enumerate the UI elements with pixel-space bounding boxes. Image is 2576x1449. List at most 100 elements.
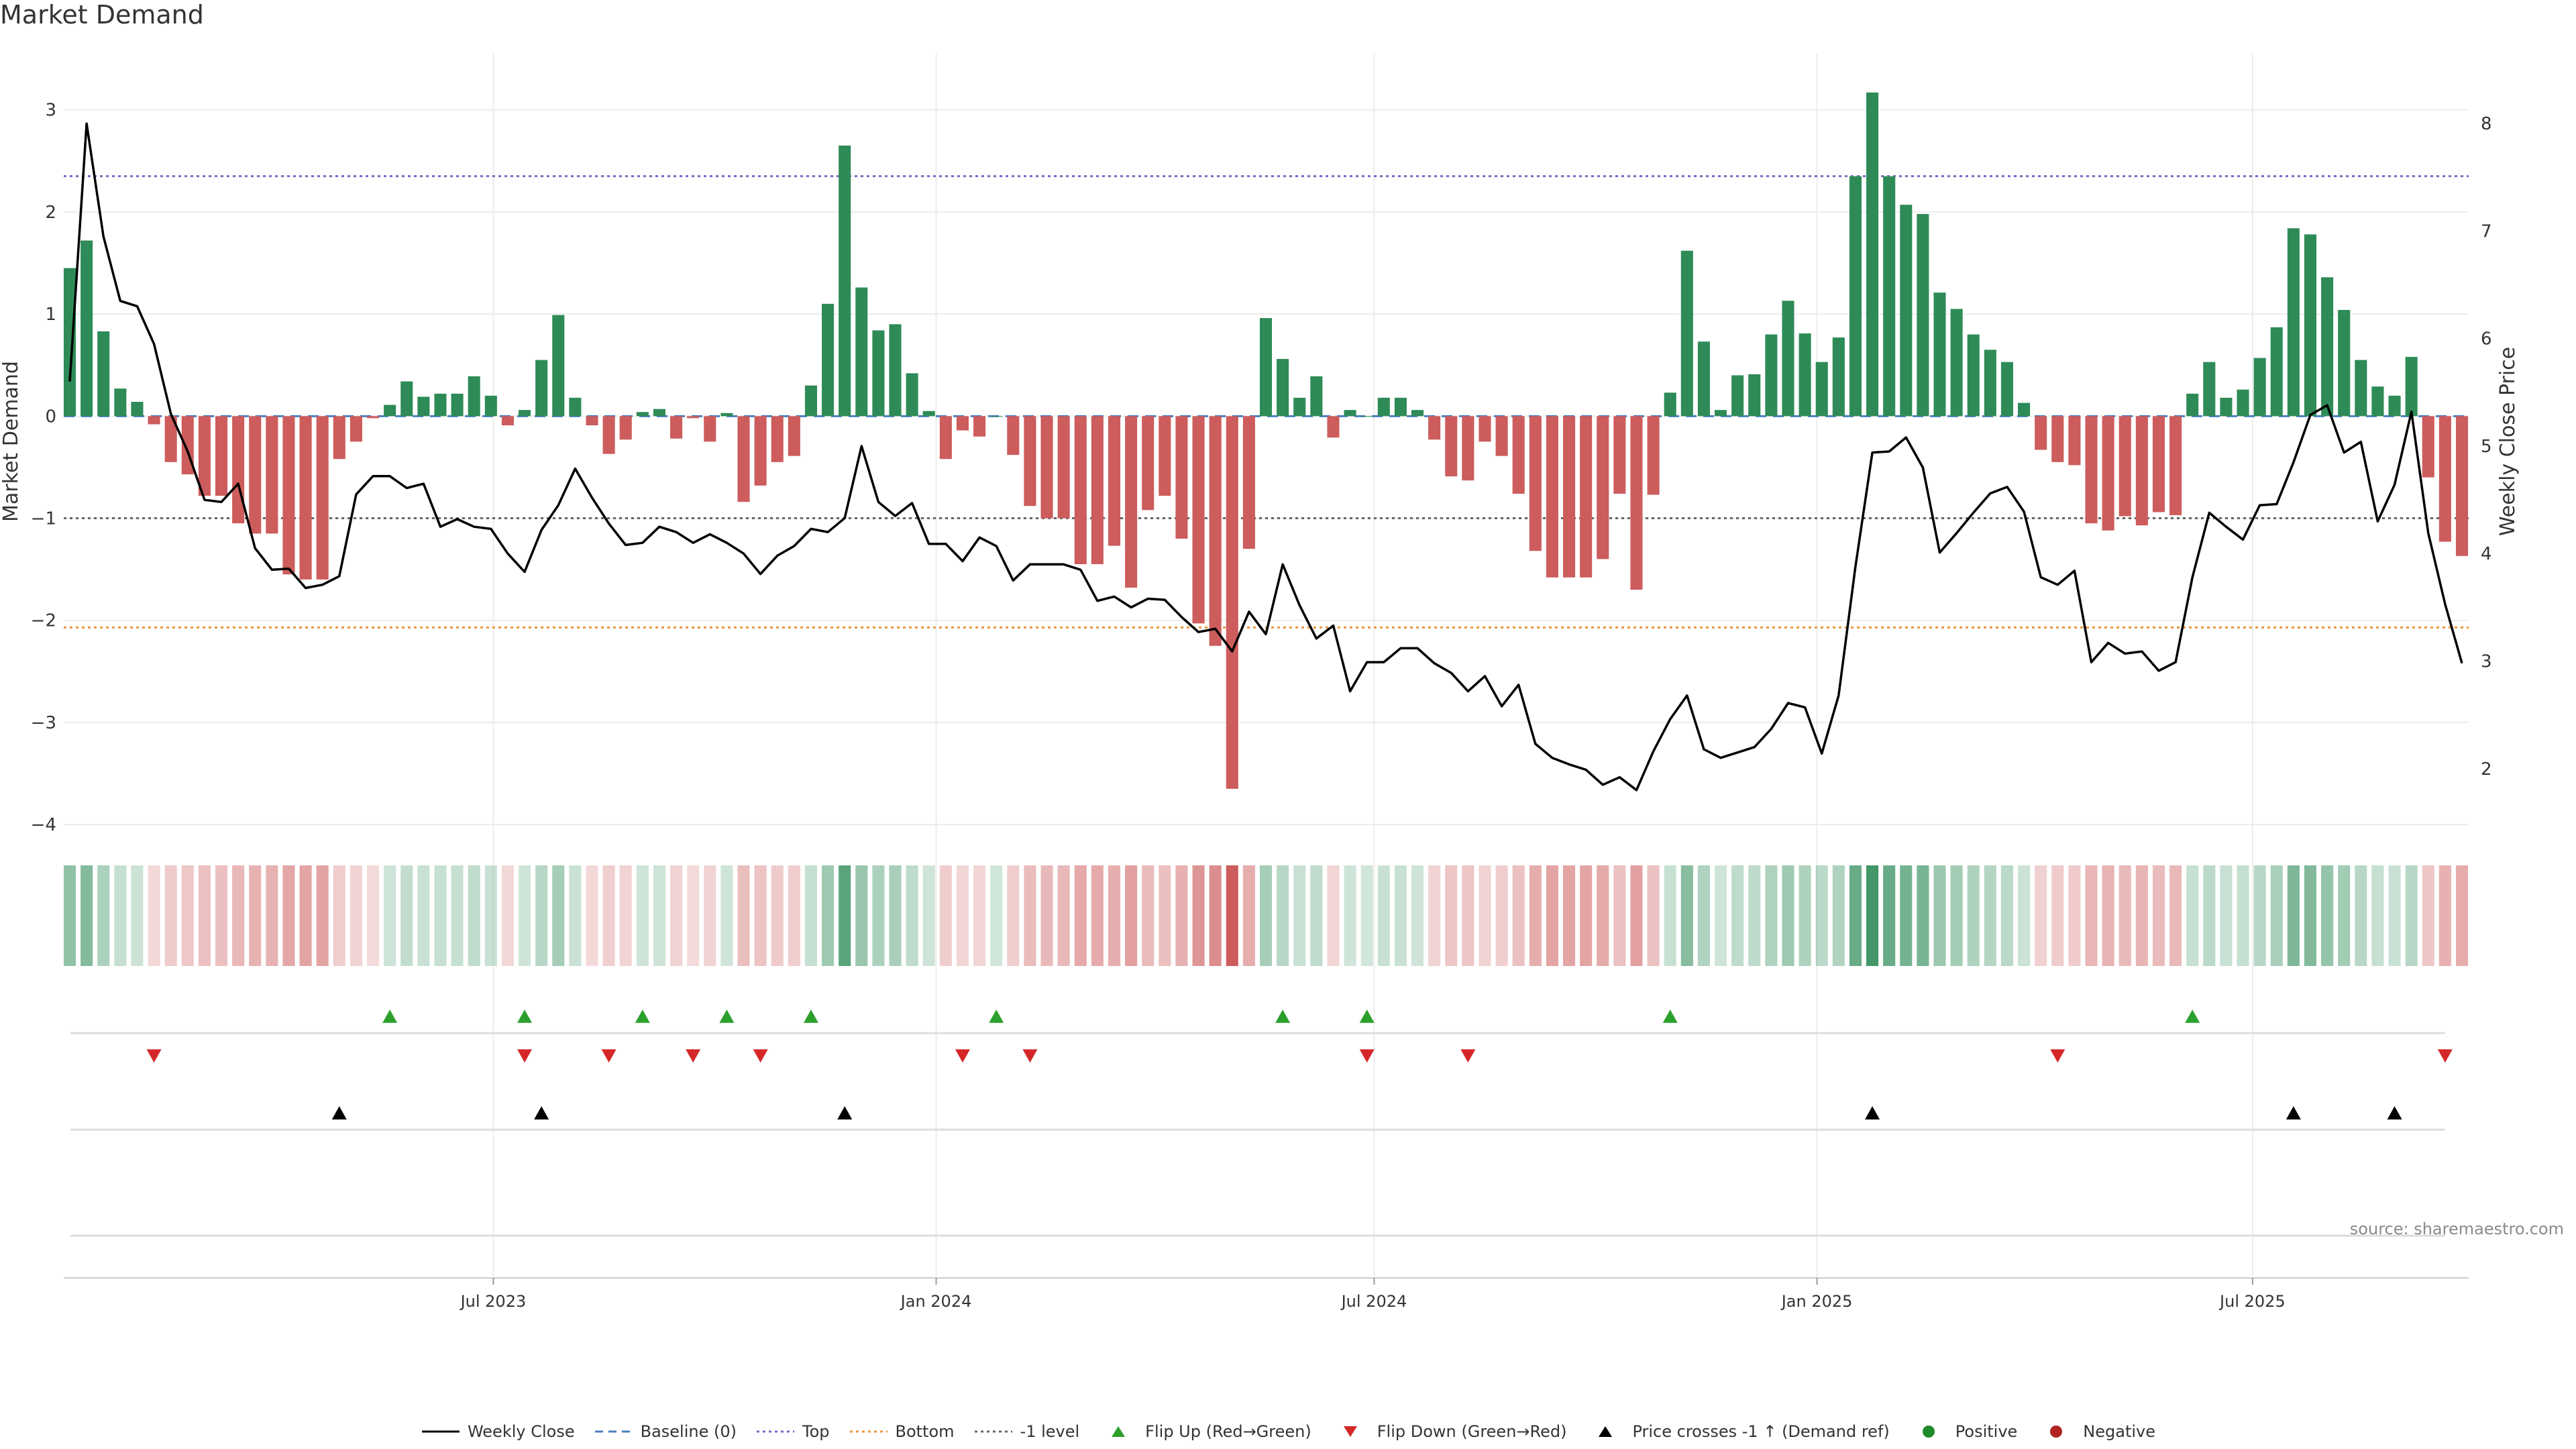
demand-bar — [80, 240, 93, 417]
heat-cell — [2051, 865, 2064, 966]
demand-bar — [1680, 250, 1693, 417]
heat-cell — [468, 865, 480, 966]
x-tick-label: Jul 2024 — [1340, 1292, 1407, 1311]
heat-cell — [602, 865, 615, 966]
demand-bar — [2304, 234, 2317, 417]
demand-bar — [1327, 416, 1340, 438]
right-tick-label: 2 — [2481, 759, 2492, 780]
demand-bar — [400, 381, 413, 417]
demand-bar — [2338, 310, 2351, 417]
heat-cell — [2000, 865, 2013, 966]
demand-bar — [232, 416, 245, 524]
demand-bar — [535, 360, 548, 417]
demand-bar — [1495, 416, 1508, 456]
heat-cell — [771, 865, 784, 966]
heat-cell — [1680, 865, 1693, 966]
demand-bar — [1562, 416, 1576, 578]
demand-bar — [1512, 416, 1525, 494]
heat-cell — [1748, 865, 1761, 966]
heat-cell — [636, 865, 649, 966]
demand-bar — [906, 373, 918, 417]
legend-marker — [757, 1430, 794, 1433]
flip-down-marker — [955, 1049, 970, 1063]
left-tick-label: 3 — [45, 101, 56, 121]
flip-up-marker — [517, 1010, 533, 1023]
heat-cell — [2321, 865, 2334, 966]
demand-bar — [922, 411, 935, 417]
demand-bar — [1007, 416, 1020, 455]
heat-cell — [1125, 865, 1138, 966]
legend-item-minus1: -1 level — [973, 1422, 1079, 1441]
legend-item-baseline: Baseline (0) — [594, 1422, 737, 1441]
heat-cell — [1462, 865, 1474, 966]
reference-lines — [64, 175, 2469, 629]
flip-down-marker — [2050, 1049, 2065, 1063]
demand-bar — [839, 145, 851, 417]
flip-down-marker — [1359, 1049, 1375, 1063]
heat-cell — [63, 865, 76, 966]
heat-cell — [1411, 865, 1424, 966]
flip-up-marker — [803, 1010, 818, 1023]
left-tick-label: 2 — [45, 203, 56, 223]
flip-down-marker — [601, 1049, 616, 1063]
heat-cell — [1799, 865, 1811, 966]
demand-bar — [653, 409, 665, 417]
demand-bar — [215, 416, 228, 496]
heat-cell — [1815, 865, 1828, 966]
demand-bar — [1142, 416, 1155, 511]
demand-bar — [2135, 416, 2148, 526]
demand-bar — [1360, 416, 1373, 417]
heat-cell — [2455, 865, 2469, 966]
demand-bar — [2085, 416, 2098, 524]
heat-cell — [1529, 865, 1542, 966]
heat-cell — [990, 865, 1003, 966]
heat-cell — [1394, 865, 1407, 966]
right-tick-label: 3 — [2481, 651, 2492, 672]
heat-cell — [350, 865, 362, 966]
heat-cell — [1293, 865, 1306, 966]
demand-bar — [1411, 410, 1424, 417]
demand-bar — [1664, 392, 1676, 417]
heat-cell — [1074, 865, 1087, 966]
legend-item-weekly-close: Weekly Close — [421, 1422, 575, 1441]
heat-cell — [316, 865, 329, 966]
demand-bar — [1091, 416, 1104, 565]
heat-cell — [484, 865, 497, 966]
heat-cell — [1024, 865, 1036, 966]
demand-bar — [1479, 416, 1491, 442]
demand-bar — [2118, 416, 2131, 517]
grid-layer — [64, 54, 2469, 1279]
flip-down-marker — [517, 1049, 533, 1063]
demand-bar — [316, 416, 329, 580]
heat-cell — [2304, 865, 2317, 966]
heat-cell — [1344, 865, 1356, 966]
heat-cell — [754, 865, 767, 966]
flip-down-marker — [2437, 1049, 2453, 1063]
heat-cell — [1849, 865, 1862, 966]
price-cross-marker — [2387, 1106, 2402, 1120]
heat-cell — [1142, 865, 1155, 966]
heat-cell — [434, 865, 447, 966]
heat-cell — [619, 865, 632, 966]
demand-bar — [2270, 327, 2283, 417]
heat-cell — [1562, 865, 1576, 966]
price-cross-marker — [534, 1106, 549, 1120]
heat-cell — [535, 865, 548, 966]
demand-bar — [2287, 228, 2300, 417]
demand-bar — [2321, 277, 2334, 417]
left-tick-label: −4 — [31, 815, 56, 835]
demand-bar — [384, 405, 396, 417]
heat-cell — [1512, 865, 1525, 966]
left-tick-label: −2 — [31, 611, 56, 631]
heat-cell — [2422, 865, 2434, 966]
demand-bar — [2068, 416, 2081, 466]
demand-bar — [872, 330, 885, 417]
demand-bar — [468, 376, 480, 417]
left-tick-label: 0 — [45, 407, 56, 427]
demand-bar — [1866, 92, 1879, 417]
heat-cell — [1900, 865, 1913, 966]
heat-cell — [1091, 865, 1104, 966]
demand-bar — [1546, 416, 1558, 578]
flip-down-marker — [1460, 1049, 1476, 1063]
